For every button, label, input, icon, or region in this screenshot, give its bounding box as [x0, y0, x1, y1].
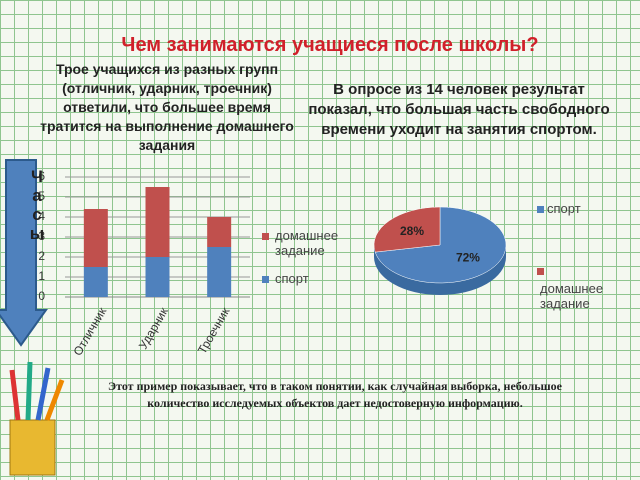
pie-slice — [373, 206, 441, 253]
bar-segment — [207, 247, 232, 297]
bar-segment — [83, 267, 108, 297]
x-tick-label: Ударник — [136, 304, 171, 351]
x-tick-label: Отличник — [70, 304, 109, 358]
legend-swatch — [537, 268, 544, 275]
pie-value-label: 28% — [400, 224, 424, 238]
pie-value-label: 72% — [456, 250, 480, 264]
y-tick-label: 1 — [38, 269, 45, 283]
y-tick-label: 0 — [38, 289, 45, 303]
legend-label: спорт — [275, 271, 309, 286]
legend-label: домашнее задание — [540, 281, 604, 311]
right-text: В опросе из 14 человек результат показал… — [308, 81, 610, 138]
slide-title: Чем занимаются учащиеся после школы? — [121, 34, 539, 56]
x-tick-label: Троечник — [195, 304, 233, 356]
legend-label: спорт — [547, 201, 581, 216]
pie-slice — [374, 206, 507, 284]
bar-segment — [207, 217, 232, 247]
bar-segment — [83, 209, 108, 267]
left-text: Трое учащихся из разных групп (отличник,… — [40, 61, 294, 153]
bar-segment — [145, 187, 170, 257]
legend-swatch — [262, 276, 269, 283]
bar-segment — [145, 257, 170, 297]
y-tick-label: 5 — [38, 189, 45, 203]
pencils-icon — [9, 361, 65, 476]
footer-text: Этот пример показывает, что в таком поня… — [107, 379, 563, 410]
pie-side — [374, 245, 506, 295]
y-tick-label: 4 — [38, 209, 45, 223]
legend-label: домашнее задание — [275, 228, 339, 258]
y-tick-label: 2 — [38, 249, 45, 263]
legend-swatch — [537, 206, 544, 213]
down-arrow — [0, 159, 48, 347]
y-tick-label: 6 — [38, 169, 45, 183]
legend-swatch — [262, 233, 269, 240]
y-tick-label: 3 — [38, 229, 45, 243]
y-axis-label: Часы — [28, 167, 47, 243]
